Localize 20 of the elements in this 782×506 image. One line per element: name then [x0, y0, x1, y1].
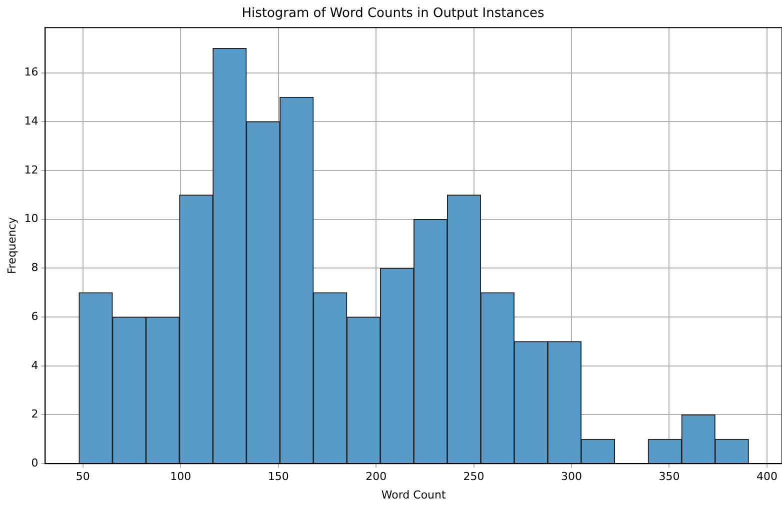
x-tick-label: 400: [756, 470, 778, 484]
y-tick-label: 12: [24, 163, 38, 176]
y-tick-label: 10: [24, 212, 38, 226]
x-axis-title: Word Count: [381, 488, 447, 502]
x-tick-label: 350: [658, 470, 680, 484]
y-tick-label: 6: [31, 310, 38, 323]
y-tick-label: 2: [31, 408, 38, 421]
x-tick-label: 300: [561, 470, 582, 484]
x-tick-label: 150: [268, 470, 289, 484]
y-tick-label: 0: [31, 456, 38, 470]
chart-title: Histogram of Word Counts in Output Instances: [242, 6, 545, 22]
y-tick-label: 14: [24, 114, 38, 128]
x-tick-label: 100: [170, 470, 192, 484]
y-axis-title: Frequency: [5, 216, 18, 274]
y-tick-label: 4: [31, 358, 38, 372]
y-tick-label: 8: [31, 261, 38, 274]
x-tick-label: 250: [463, 470, 484, 484]
x-tick-label: 200: [366, 470, 387, 484]
x-tick-label: 50: [76, 470, 90, 484]
y-tick-label: 16: [24, 66, 38, 79]
